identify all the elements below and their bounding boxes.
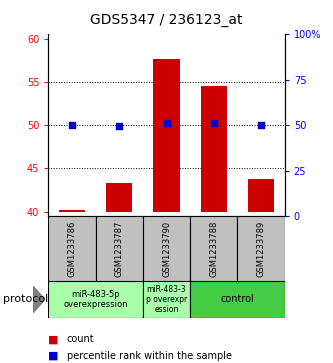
Text: GDS5347 / 236123_at: GDS5347 / 236123_at	[90, 13, 243, 27]
Point	[117, 123, 122, 129]
Bar	[201, 86, 227, 212]
Bar	[106, 183, 132, 212]
Text: GSM1233786: GSM1233786	[67, 220, 77, 277]
Point	[69, 122, 75, 127]
Text: ■: ■	[48, 351, 59, 361]
Point	[258, 122, 264, 128]
Bar	[48, 216, 96, 281]
Bar	[237, 216, 285, 281]
Text: protocol: protocol	[3, 294, 49, 305]
Polygon shape	[33, 286, 45, 313]
Text: percentile rank within the sample: percentile rank within the sample	[67, 351, 231, 361]
Bar	[48, 281, 143, 318]
Bar	[143, 216, 190, 281]
Bar	[190, 281, 285, 318]
Bar	[96, 216, 143, 281]
Text: ■: ■	[48, 334, 59, 344]
Text: GSM1233787: GSM1233787	[115, 220, 124, 277]
Text: GSM1233789: GSM1233789	[256, 221, 266, 277]
Text: GSM1233788: GSM1233788	[209, 220, 218, 277]
Bar	[190, 216, 237, 281]
Text: miR-483-5p
overexpression: miR-483-5p overexpression	[63, 290, 128, 309]
Bar	[59, 210, 85, 212]
Text: control: control	[220, 294, 254, 305]
Text: count: count	[67, 334, 94, 344]
Point	[211, 121, 216, 126]
Point	[164, 119, 169, 125]
Text: GSM1233790: GSM1233790	[162, 221, 171, 277]
Bar	[143, 281, 190, 318]
Bar	[248, 179, 274, 212]
Bar	[154, 59, 179, 212]
Text: miR-483-3
p overexpr
ession: miR-483-3 p overexpr ession	[146, 285, 187, 314]
